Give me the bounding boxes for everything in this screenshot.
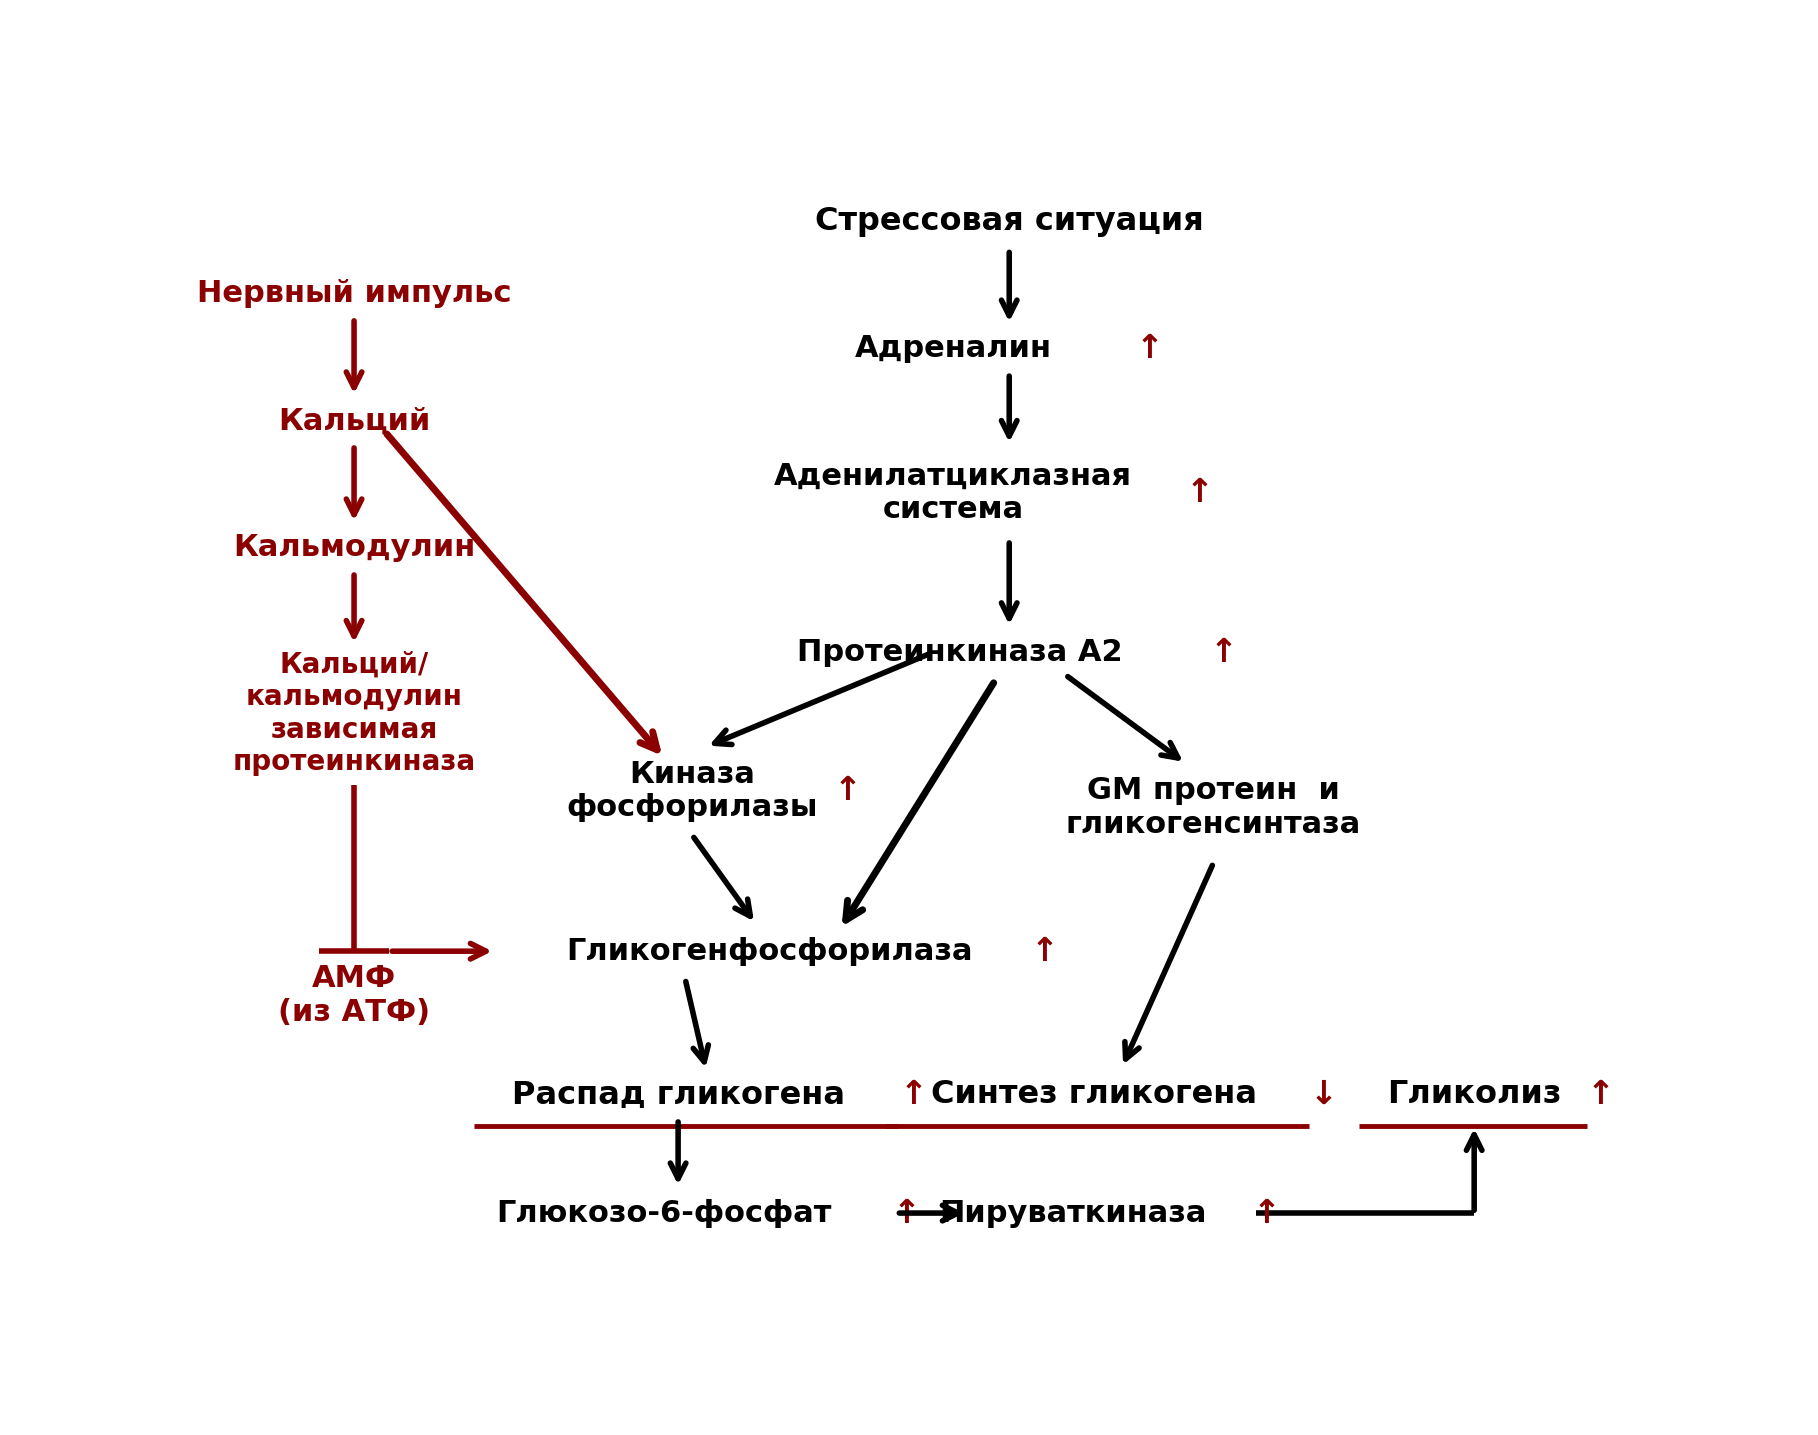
Text: Кальций/
кальмодулин
зависимая
протеинкиназа: Кальций/ кальмодулин зависимая протеинки… [233,651,476,776]
Text: ↑: ↑ [900,1078,927,1111]
Text: Стрессовая ситуация: Стрессовая ситуация [814,207,1204,237]
Text: ↑: ↑ [1253,1197,1282,1230]
Text: Кальмодулин: Кальмодулин [233,534,474,563]
Text: Нервный импульс: Нервный импульс [196,280,511,309]
Text: Кальций: Кальций [278,406,431,435]
Text: ↑: ↑ [1031,934,1058,967]
Text: Протеинкиназа А2: Протеинкиназа А2 [796,639,1124,667]
Text: ↑: ↑ [1209,636,1238,669]
Text: ↑: ↑ [1587,1078,1614,1111]
Text: Аденилатциклазная
система: Аденилатциклазная система [774,461,1133,524]
Text: ↑: ↑ [1185,476,1213,509]
Text: Адреналин: Адреналин [854,334,1051,363]
Text: Синтез гликогена: Синтез гликогена [931,1079,1256,1111]
Text: Киназа
фосфорилазы: Киназа фосфорилазы [567,759,818,822]
Text: GM протеин  и
гликогенсинтаза: GM протеин и гликогенсинтаза [1065,776,1362,839]
Text: Глюкозо-6-фосфат: Глюкозо-6-фосфат [496,1198,831,1227]
Text: АМФ
(из АТФ): АМФ (из АТФ) [278,964,431,1026]
Text: ↑: ↑ [893,1197,920,1230]
Text: Пируваткиназа: Пируваткиназа [938,1198,1207,1227]
Text: ↑: ↑ [833,775,862,808]
Text: Гликолиз: Гликолиз [1387,1079,1562,1111]
Text: ↑: ↑ [1136,333,1164,366]
Text: Распад гликогена: Распад гликогена [511,1079,845,1111]
Text: ↓: ↓ [1309,1078,1338,1111]
Text: Гликогенфосфорилаза: Гликогенфосфорилаза [567,937,973,966]
